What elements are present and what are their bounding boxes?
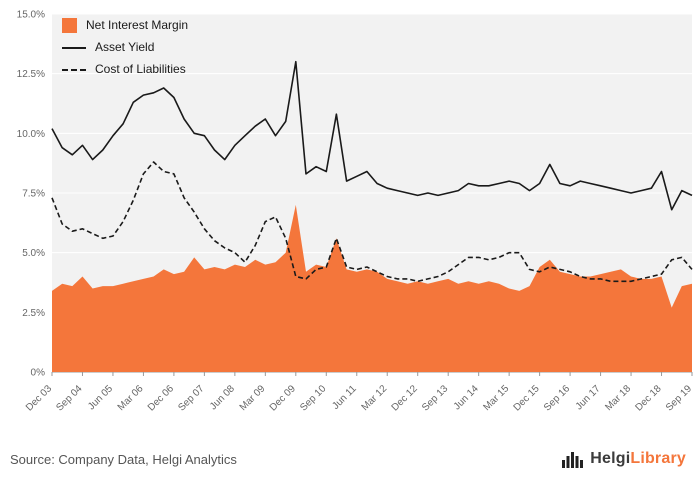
- svg-text:Sep 13: Sep 13: [420, 383, 450, 413]
- legend-item-cost-of-liabilities: Cost of Liabilities: [62, 62, 188, 77]
- svg-text:Jun 17: Jun 17: [574, 383, 603, 412]
- svg-text:0%: 0%: [31, 368, 46, 379]
- svg-text:10.0%: 10.0%: [17, 129, 45, 140]
- svg-text:Sep 07: Sep 07: [176, 383, 206, 413]
- svg-text:Dec 09: Dec 09: [268, 383, 298, 413]
- area-swatch-icon: [62, 18, 77, 33]
- legend-label: Net Interest Margin: [86, 18, 189, 32]
- svg-text:Sep 16: Sep 16: [542, 383, 572, 413]
- svg-text:Mar 06: Mar 06: [116, 383, 146, 413]
- logo-text: HelgiLibrary: [590, 450, 686, 468]
- svg-text:Mar 15: Mar 15: [481, 383, 511, 413]
- svg-text:5.0%: 5.0%: [22, 248, 45, 259]
- svg-text:Sep 10: Sep 10: [298, 383, 328, 413]
- legend-item-asset-yield: Asset Yield: [62, 40, 188, 55]
- svg-text:12.5%: 12.5%: [17, 69, 45, 80]
- svg-text:Sep 19: Sep 19: [664, 383, 694, 413]
- svg-text:Dec 12: Dec 12: [390, 383, 420, 413]
- legend: Net Interest Margin Asset Yield Cost of …: [62, 18, 188, 77]
- legend-label: Cost of Liabilities: [95, 62, 186, 76]
- svg-text:Dec 06: Dec 06: [146, 383, 176, 413]
- helgi-library-logo: HelgiLibrary: [562, 450, 686, 468]
- svg-text:7.5%: 7.5%: [22, 189, 45, 200]
- svg-text:Mar 09: Mar 09: [238, 383, 268, 413]
- legend-label: Asset Yield: [95, 40, 155, 54]
- svg-text:15.0%: 15.0%: [17, 10, 45, 21]
- svg-text:Dec 03: Dec 03: [24, 383, 54, 413]
- svg-text:Jun 05: Jun 05: [86, 383, 115, 412]
- logo-text-helgi: Helgi: [590, 450, 631, 467]
- legend-item-net-interest-margin: Net Interest Margin: [62, 18, 188, 33]
- helgi-bars-icon: [562, 452, 584, 468]
- footer: Source: Company Data, Helgi Analytics He…: [0, 435, 700, 483]
- svg-text:Mar 18: Mar 18: [603, 383, 633, 413]
- logo-text-library: Library: [630, 450, 686, 467]
- source-text: Source: Company Data, Helgi Analytics: [10, 451, 237, 467]
- chart-canvas: 0%2.5%5.0%7.5%10.0%12.5%15.0%Dec 03 Sep 0…: [17, 10, 695, 414]
- svg-text:Jun 11: Jun 11: [330, 383, 359, 412]
- chart-area: 0% 2.5% 5.0% 7.5% 10.0% 12.5% 15.0% Dec 03 Sep 0…: [17, 10, 695, 414]
- svg-text:2.5%: 2.5%: [22, 308, 45, 319]
- svg-text:Dec 15: Dec 15: [512, 383, 542, 413]
- svg-text:Dec 18: Dec 18: [633, 383, 663, 413]
- svg-text:Sep 04: Sep 04: [54, 383, 84, 413]
- svg-text:Jun 08: Jun 08: [208, 383, 237, 412]
- svg-text:Jun 14: Jun 14: [452, 383, 481, 412]
- solid-line-swatch-icon: [62, 46, 86, 49]
- dashed-line-swatch-icon: [62, 68, 86, 71]
- svg-text:Mar 12: Mar 12: [360, 383, 390, 413]
